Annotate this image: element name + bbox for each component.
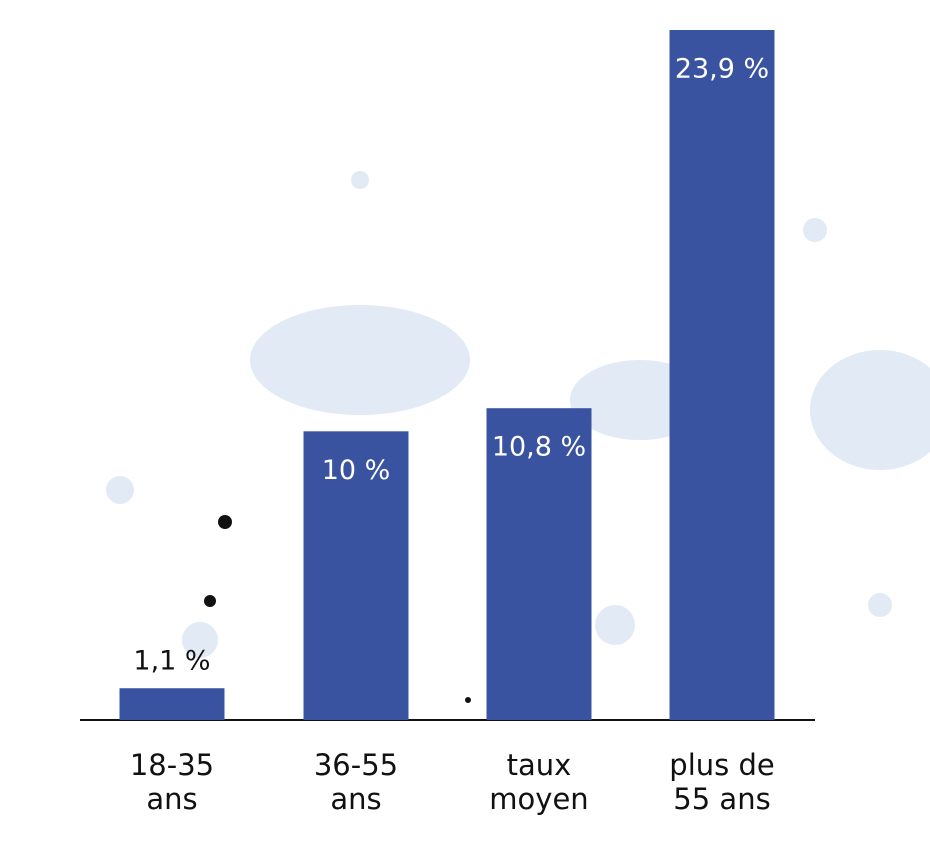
x-tick-label: 36-55 ans (313, 748, 399, 816)
value-label: 10 % (322, 455, 391, 486)
bar (486, 408, 592, 720)
value-label: 1,1 % (133, 646, 210, 677)
bar (119, 688, 225, 720)
specks (204, 515, 471, 703)
bar (669, 30, 775, 720)
x-tick-label: 18-35 ans (129, 748, 215, 816)
x-tick-label: taux moyen (489, 748, 589, 816)
bar (303, 431, 409, 720)
x-tick-label: plus de 55 ans (669, 748, 775, 816)
value-label: 23,9 % (675, 54, 769, 85)
value-label: 10,8 % (492, 432, 586, 463)
